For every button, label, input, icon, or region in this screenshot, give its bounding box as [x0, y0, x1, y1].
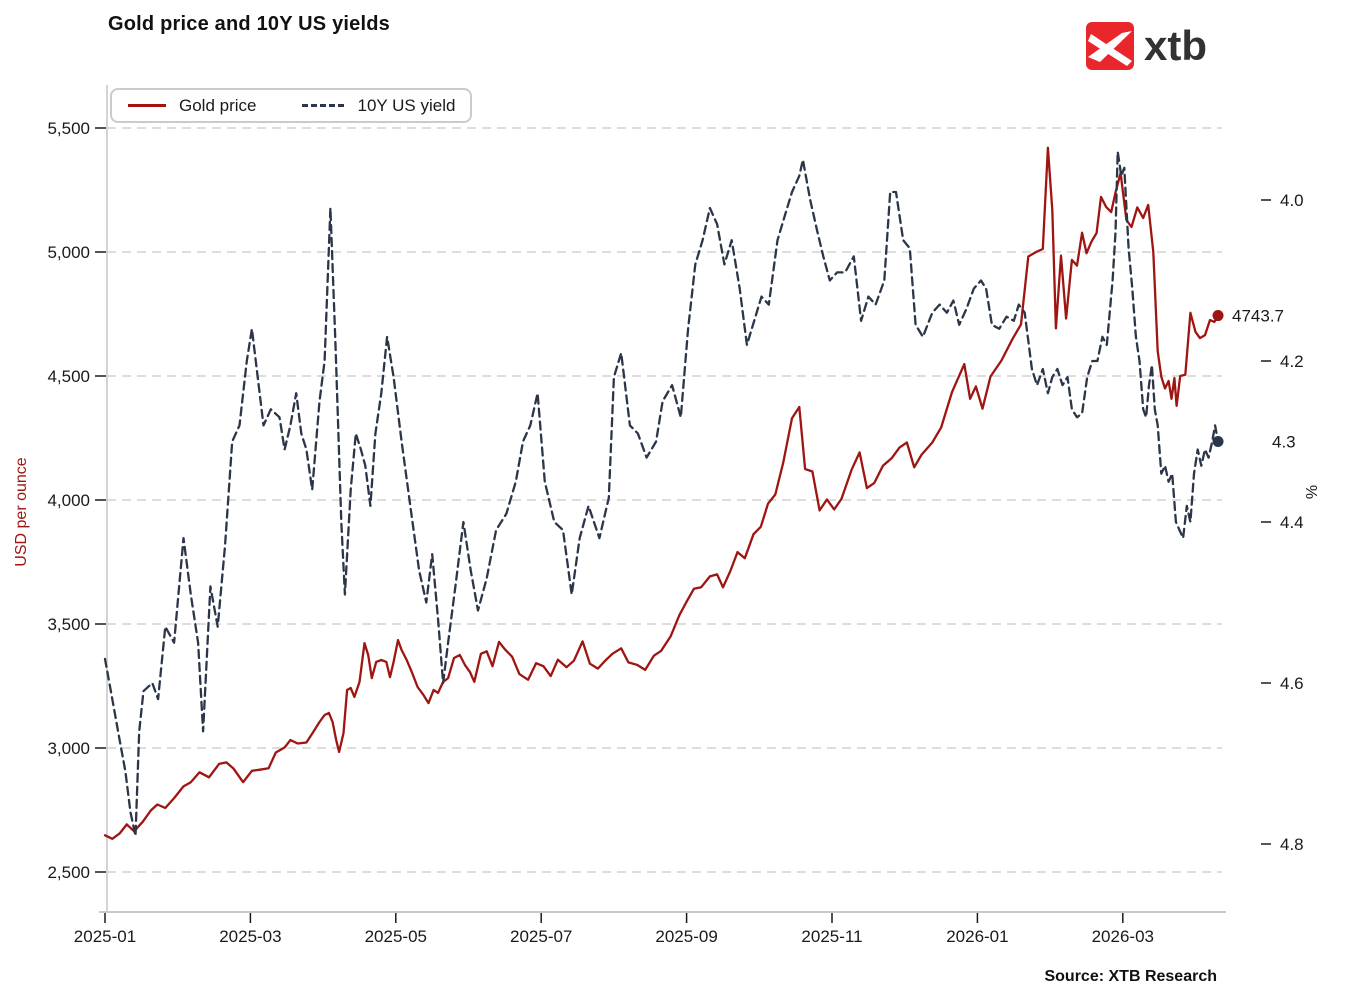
right-tick-label: 4.8 — [1280, 835, 1304, 854]
chart-title: Gold price and 10Y US yields — [108, 13, 390, 35]
x-tick-label: 2025-05 — [365, 927, 427, 946]
yield-end-label: 4.3 — [1272, 433, 1296, 452]
x-tick-label: 2025-01 — [74, 927, 136, 946]
left-axis-title: USD per ounce — [13, 457, 30, 566]
xtb-logo: xtb — [1086, 22, 1207, 70]
legend-label-yield: 10Y US yield — [357, 95, 456, 115]
x-tick-label: 2025-03 — [219, 927, 281, 946]
x-tick-label: 2025-07 — [510, 927, 572, 946]
gold-line-swatch-icon — [128, 104, 166, 107]
right-tick-label: 4.0 — [1280, 191, 1304, 210]
left-tick-label: 5,000 — [47, 243, 90, 262]
right-axis-title: % — [1304, 485, 1321, 499]
x-tick-label: 2025-09 — [655, 927, 717, 946]
legend-item-yield: 10Y US yield — [302, 96, 455, 116]
left-tick-label: 3,500 — [47, 615, 90, 634]
legend-label-gold: Gold price — [179, 95, 257, 115]
xtb-logo-text: xtb — [1144, 22, 1207, 69]
legend-item-gold: Gold price — [128, 96, 256, 116]
x-tick-label: 2026-01 — [946, 927, 1008, 946]
yield-end-dot — [1212, 436, 1224, 447]
source-note: Source: XTB Research — [1044, 968, 1217, 985]
gold-end-dot — [1212, 310, 1224, 322]
x-tick-label: 2026-03 — [1092, 927, 1154, 946]
left-tick-label: 4,000 — [47, 491, 90, 510]
x-tick-label: 2025-11 — [801, 927, 862, 946]
gold-price-line — [103, 146, 1220, 840]
yield-line — [103, 150, 1220, 838]
legend: Gold price 10Y US yield — [110, 88, 472, 123]
left-tick-label: 2,500 — [47, 863, 90, 882]
gold-end-label: 4743.7 — [1232, 307, 1284, 326]
left-tick-label: 5,500 — [47, 119, 90, 138]
right-tick-label: 4.6 — [1280, 674, 1304, 693]
left-tick-label: 3,000 — [47, 739, 90, 758]
xtb-logo-icon — [1086, 22, 1134, 70]
yield-line-swatch-icon — [302, 104, 345, 107]
right-tick-label: 4.4 — [1280, 513, 1304, 532]
right-tick-label: 4.2 — [1280, 352, 1304, 371]
left-tick-label: 4,500 — [47, 367, 90, 386]
